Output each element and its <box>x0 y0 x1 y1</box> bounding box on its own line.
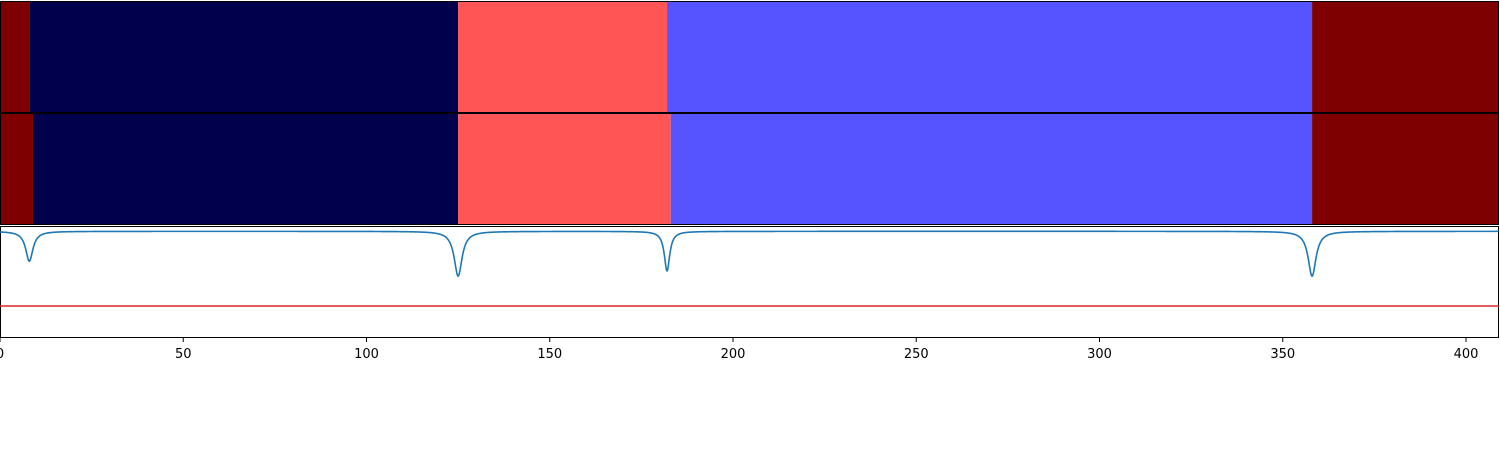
x-tick-label-0: 0 <box>0 347 4 362</box>
track-2-segment-2 <box>32 113 459 225</box>
track-1-segment-5 <box>1312 1 1499 113</box>
x-tick-label-350: 350 <box>1270 347 1295 362</box>
x-tick-label-150: 150 <box>537 347 562 362</box>
signal-panel <box>0 226 1499 338</box>
x-tick-label-100: 100 <box>354 347 379 362</box>
track-2-segment-4 <box>670 113 1313 225</box>
track-1-segment-4 <box>667 1 1313 113</box>
x-tick-label-400: 400 <box>1454 347 1479 362</box>
x-tick-label-50: 50 <box>175 347 192 362</box>
signal-line <box>0 230 1499 278</box>
track-1-segment-2 <box>29 1 459 113</box>
x-tick-label-300: 300 <box>1087 347 1112 362</box>
track-2-segment-5 <box>1312 113 1499 225</box>
signal-panel-frame <box>0 226 1499 338</box>
track-2-segment-3 <box>458 113 671 225</box>
track-1-segment-3 <box>458 1 668 113</box>
track-2-frame <box>0 113 1499 225</box>
x-tick-label-250: 250 <box>904 347 929 362</box>
track-2-segment-1 <box>0 113 33 225</box>
track-1-frame <box>0 1 1499 113</box>
x-tick-label-200: 200 <box>721 347 746 362</box>
track-1-segment-1 <box>0 1 30 113</box>
x-axis: 0 50 100 150 200 250 300 350 400 <box>0 338 1478 362</box>
segment-tracks <box>0 1 1499 225</box>
